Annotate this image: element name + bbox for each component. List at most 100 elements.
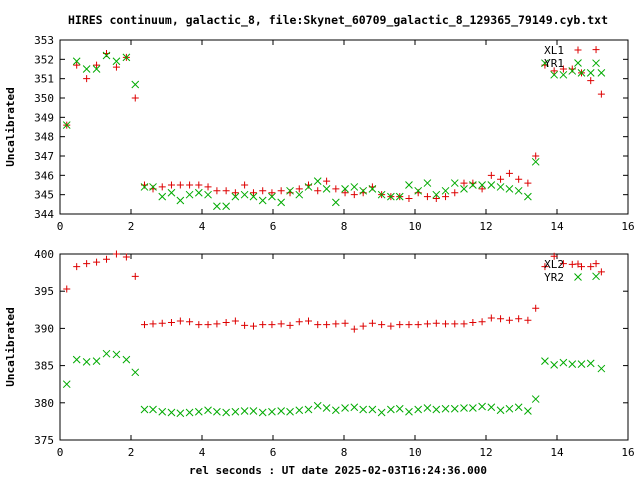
data-point — [131, 368, 140, 377]
series-yr1 — [62, 51, 606, 211]
data-point — [62, 380, 71, 389]
data-point — [524, 179, 532, 187]
data-point — [131, 80, 140, 89]
data-point — [368, 185, 377, 193]
data-point — [195, 321, 203, 329]
data-point — [323, 177, 331, 185]
data-point — [531, 157, 540, 166]
data-point — [497, 315, 505, 323]
data-point — [405, 321, 413, 329]
data-point — [304, 405, 313, 414]
data-point — [514, 403, 523, 412]
data-point — [277, 187, 285, 195]
data-point — [305, 317, 312, 325]
data-point — [387, 405, 395, 414]
data-point — [322, 404, 331, 412]
data-point — [167, 318, 175, 326]
data-point — [460, 404, 468, 412]
data-point — [469, 404, 477, 412]
y-tick-label: 353 — [34, 34, 54, 47]
data-point — [62, 121, 71, 129]
x-tick-label: 12 — [479, 220, 492, 233]
x-tick-label: 12 — [479, 446, 492, 459]
data-point — [592, 59, 600, 68]
data-point — [313, 177, 322, 185]
data-point — [82, 358, 91, 366]
data-point — [213, 187, 221, 195]
data-point — [73, 263, 81, 271]
data-point — [541, 59, 549, 68]
x-tick-label: 14 — [550, 220, 564, 233]
data-point — [487, 403, 496, 412]
data-point — [249, 189, 257, 197]
data-point — [378, 321, 386, 329]
data-point — [185, 190, 194, 199]
data-point — [496, 183, 505, 191]
data-point — [323, 321, 331, 329]
data-point — [350, 325, 358, 333]
data-point — [259, 321, 267, 329]
data-point — [122, 355, 131, 364]
x-tick-label: 6 — [270, 446, 277, 459]
y-tick-label: 349 — [34, 111, 54, 124]
series-xl1 — [63, 46, 605, 203]
data-point — [515, 175, 523, 183]
data-point — [176, 409, 185, 418]
data-point — [82, 65, 91, 73]
data-point — [450, 404, 459, 413]
data-point — [176, 196, 185, 205]
data-point — [176, 317, 184, 325]
y-tick-label: 344 — [34, 208, 54, 221]
x-tick-label: 2 — [128, 220, 135, 233]
chart-title: HIRES continuum, galactic_8, file:Skynet… — [68, 13, 608, 28]
data-point — [423, 320, 431, 328]
data-point — [92, 65, 101, 73]
data-point — [222, 408, 230, 417]
data-point — [112, 350, 121, 359]
data-point — [167, 181, 175, 189]
data-point — [149, 183, 157, 191]
data-point — [314, 321, 322, 329]
data-point — [112, 250, 120, 258]
data-point — [568, 67, 577, 75]
data-point — [532, 304, 540, 312]
data-point — [597, 364, 606, 373]
data-point — [377, 408, 386, 417]
data-point — [451, 320, 459, 328]
data-point — [524, 192, 532, 201]
data-point — [213, 202, 221, 211]
data-point — [387, 322, 395, 330]
x-tick-label: 0 — [57, 220, 64, 233]
data-point — [277, 198, 286, 207]
data-point — [158, 183, 166, 191]
data-point — [295, 185, 303, 193]
data-point — [505, 316, 513, 324]
data-point — [231, 407, 240, 416]
legend-label: YR2 — [544, 271, 564, 284]
data-point — [460, 320, 468, 328]
data-point — [414, 405, 423, 414]
data-point — [231, 192, 240, 201]
data-point — [304, 183, 313, 191]
data-point — [231, 189, 239, 197]
data-point — [359, 405, 368, 414]
data-point — [72, 57, 81, 66]
data-point — [359, 186, 368, 195]
data-point — [559, 70, 568, 79]
data-point — [295, 406, 304, 415]
data-point — [568, 360, 577, 368]
data-point — [496, 406, 505, 415]
data-point — [592, 46, 600, 54]
y-axis-label: Uncalibrated — [4, 87, 17, 166]
data-point — [423, 193, 431, 201]
data-point — [497, 175, 505, 183]
data-point — [515, 315, 523, 323]
x-tick-label: 4 — [199, 446, 206, 459]
data-point — [368, 319, 376, 327]
data-point — [469, 318, 477, 326]
data-point — [249, 192, 258, 201]
data-point — [93, 61, 101, 69]
data-point — [186, 318, 194, 326]
data-point — [167, 188, 176, 197]
data-point — [541, 357, 549, 365]
